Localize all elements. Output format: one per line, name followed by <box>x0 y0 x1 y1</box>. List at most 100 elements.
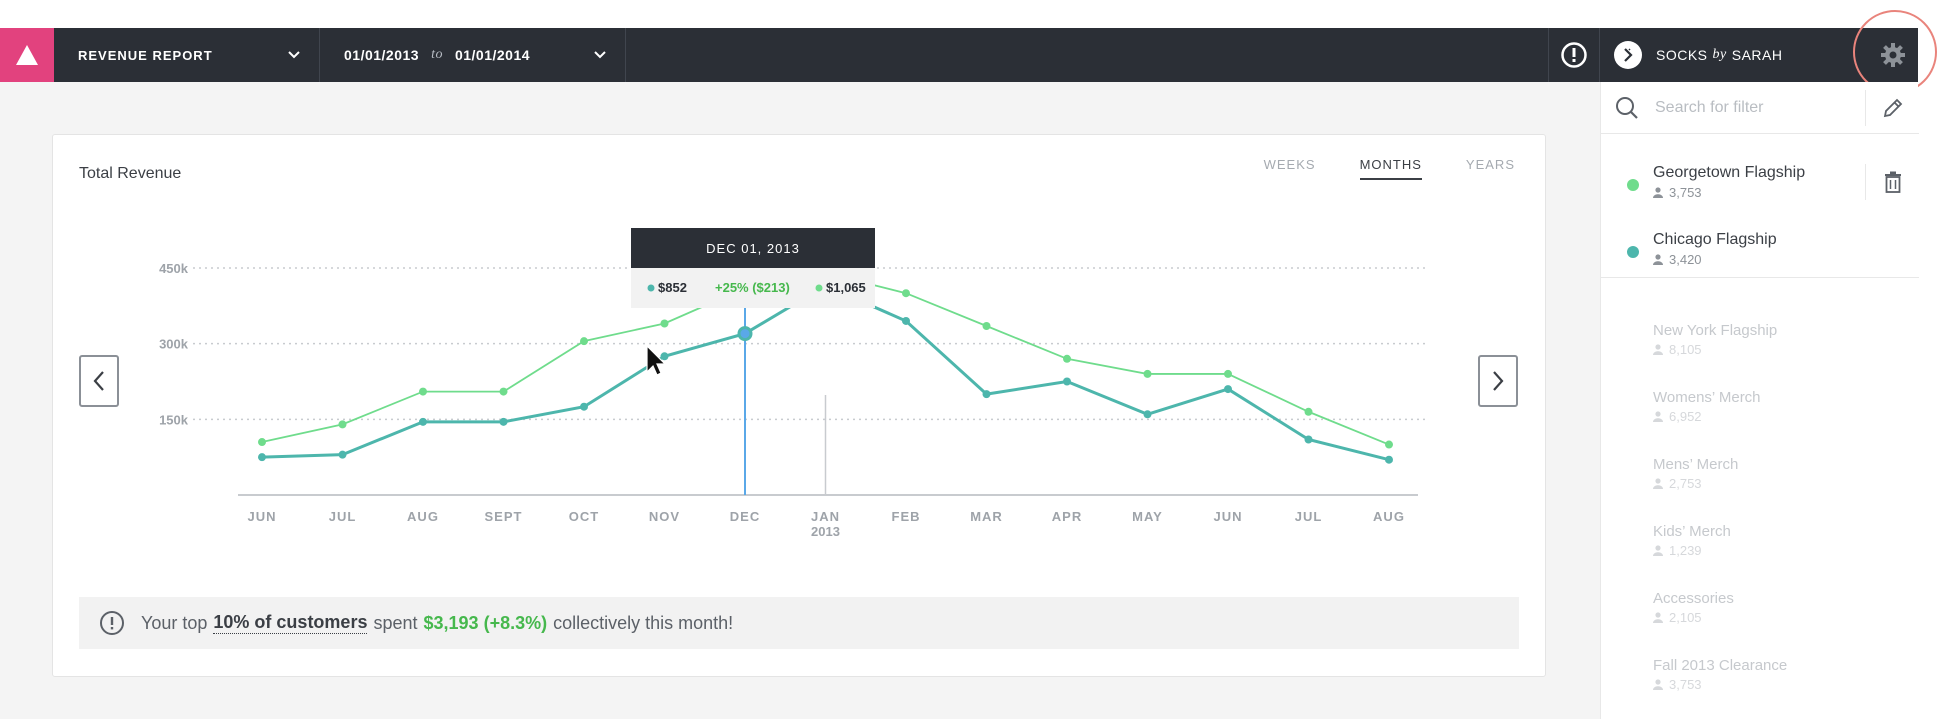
data-point <box>1143 410 1152 419</box>
store-name: Chicago Flagship <box>1653 231 1777 248</box>
trash-icon <box>1884 171 1901 193</box>
x-tick-label: AUG <box>1373 509 1405 524</box>
filter-item-chicago[interactable]: Chicago Flagship 3,420 <box>1653 231 1777 267</box>
insight-highlight-link[interactable]: 10% of customers <box>213 612 368 634</box>
data-point <box>902 289 910 298</box>
x-year-label: 2013 <box>811 524 840 539</box>
x-tick-label: MAR <box>970 509 1003 524</box>
y-tick-label: 450k <box>159 261 189 276</box>
series-dot-georgetown <box>1627 179 1639 191</box>
filter-item-georgetown[interactable]: Georgetown Flagship 3,753 <box>1653 164 1805 200</box>
person-icon <box>1653 679 1663 690</box>
insight-prefix: Your top <box>141 612 208 633</box>
filter-item-womens-merch[interactable]: Womens’ Merch 6,952 <box>1653 389 1761 424</box>
date-range-select[interactable]: 01/01/2013 to 01/01/2014 <box>320 28 626 82</box>
insight-banner: Your top 10% of customers spent $3,193 (… <box>79 597 1519 649</box>
tooltip-change: +25% ($213) <box>715 280 790 295</box>
report-select-label: REVENUE REPORT <box>78 47 213 63</box>
filter-item-fall-clearance[interactable]: Fall 2013 Clearance 3,753 <box>1653 657 1787 692</box>
store-count: 1,239 <box>1653 543 1731 558</box>
filter-item-accessories[interactable]: Accessories 2,105 <box>1653 590 1734 625</box>
store-name: Womens’ Merch <box>1653 389 1761 406</box>
insight-middle: spent <box>373 612 418 633</box>
app-logo[interactable] <box>0 28 54 82</box>
person-icon <box>1653 344 1663 355</box>
insight-suffix: collectively this month! <box>553 612 734 633</box>
filter-item-kids-merch[interactable]: Kids’ Merch 1,239 <box>1653 523 1731 558</box>
data-point <box>258 438 266 447</box>
x-tick-label: JAN <box>811 509 840 524</box>
insight-amount: $3,193 (+8.3%) <box>423 612 548 633</box>
data-point <box>580 337 588 346</box>
data-point <box>1385 455 1393 464</box>
brand-icon <box>1614 41 1642 69</box>
data-point <box>902 316 910 325</box>
person-icon <box>1653 411 1663 422</box>
data-point <box>660 352 669 361</box>
data-point <box>1385 440 1393 449</box>
chevron-down-icon <box>594 51 606 59</box>
x-tick-label: JUN <box>247 509 276 524</box>
store-count: 8,105 <box>1653 342 1777 357</box>
mouse-cursor-icon <box>646 344 667 376</box>
search-icon <box>1616 96 1638 119</box>
alerts-button[interactable] <box>1548 28 1600 82</box>
y-tick-label: 300k <box>159 337 189 352</box>
date-to: 01/01/2014 <box>454 47 531 63</box>
store-count: 2,753 <box>1653 476 1738 491</box>
x-tick-label: SEPT <box>485 509 523 524</box>
store-name: New York Flagship <box>1653 322 1778 339</box>
data-point <box>1063 377 1071 386</box>
card-title: Total Revenue <box>79 165 182 182</box>
revenue-card: Total Revenue WEEKS MONTHS YEARS 450k 300… <box>52 134 1546 677</box>
data-point <box>499 387 508 396</box>
tooltip-dot-georgetown <box>815 284 823 292</box>
x-tick-label: DEC <box>730 509 760 524</box>
chevron-left-icon <box>93 371 104 391</box>
x-tick-label: OCT <box>569 509 599 524</box>
y-tick-label: 150k <box>159 412 189 427</box>
x-tick-label: JUL <box>1295 509 1323 524</box>
store-count: 3,420 <box>1653 252 1777 267</box>
store-name: Accessories <box>1653 590 1734 607</box>
x-tick-label: APR <box>1052 509 1082 524</box>
pencil-icon <box>1883 98 1902 118</box>
date-to-word: to <box>431 47 443 62</box>
store-name: Georgetown Flagship <box>1653 164 1806 181</box>
tab-weeks[interactable]: WEEKS <box>1263 157 1316 172</box>
report-select[interactable]: REVENUE REPORT <box>54 28 320 82</box>
store-name: Kids’ Merch <box>1653 523 1731 540</box>
search-input[interactable] <box>1655 98 1855 117</box>
top-bar: REVENUE REPORT 01/01/2013 to 01/01/2014 … <box>0 28 1918 82</box>
remove-filter-button[interactable] <box>1865 164 1919 200</box>
series-dot-chicago <box>1627 246 1639 258</box>
tab-months[interactable]: MONTHS <box>1359 157 1422 180</box>
data-point <box>338 420 347 429</box>
data-point <box>419 387 427 396</box>
prev-period-button[interactable] <box>79 355 119 407</box>
data-point <box>982 390 991 399</box>
tooltip-header <box>631 228 875 268</box>
x-tick-label: AUG <box>407 509 439 524</box>
filter-item-mens-merch[interactable]: Mens’ Merch 2,753 <box>1653 456 1738 491</box>
person-icon <box>1653 545 1663 556</box>
person-icon <box>1653 187 1663 198</box>
date-from: 01/01/2013 <box>344 47 420 63</box>
filter-item-new-york[interactable]: New York Flagship 8,105 <box>1653 322 1777 357</box>
x-tick-label: MAY <box>1132 509 1163 524</box>
x-tick-label: JUL <box>329 509 357 524</box>
store-count: 6,952 <box>1653 409 1761 424</box>
tab-years[interactable]: YEARS <box>1465 157 1515 172</box>
data-point <box>982 322 991 331</box>
next-period-button[interactable] <box>1478 355 1518 407</box>
store-count: 3,753 <box>1653 185 1805 200</box>
logo-triangle-icon <box>16 45 38 65</box>
store-name: Fall 2013 Clearance <box>1653 657 1788 674</box>
data-point <box>1304 435 1313 444</box>
data-point <box>580 402 588 411</box>
store-count: 2,105 <box>1653 610 1734 625</box>
account-menu[interactable]: SOCKS by SARAH <box>1600 28 1850 82</box>
data-point <box>419 417 427 426</box>
alert-icon <box>1561 42 1587 68</box>
edit-filters-button[interactable] <box>1865 90 1919 126</box>
